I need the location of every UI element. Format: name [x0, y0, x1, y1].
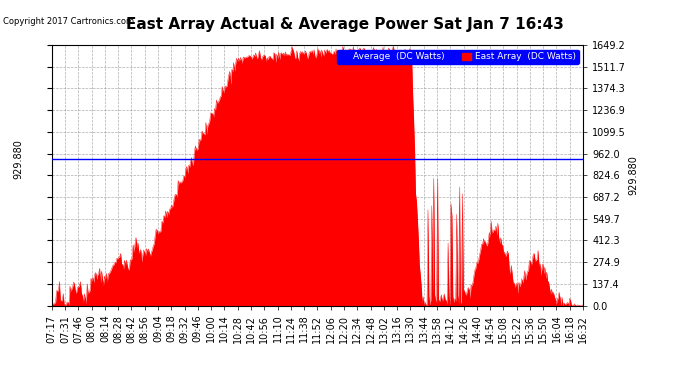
Text: Copyright 2017 Cartronics.com: Copyright 2017 Cartronics.com: [3, 17, 135, 26]
Text: East Array Actual & Average Power Sat Jan 7 16:43: East Array Actual & Average Power Sat Ja…: [126, 17, 564, 32]
Y-axis label: 929.880: 929.880: [629, 155, 639, 195]
Legend: Average  (DC Watts), East Array  (DC Watts): Average (DC Watts), East Array (DC Watts…: [337, 50, 578, 64]
Text: 929.880: 929.880: [14, 139, 24, 178]
